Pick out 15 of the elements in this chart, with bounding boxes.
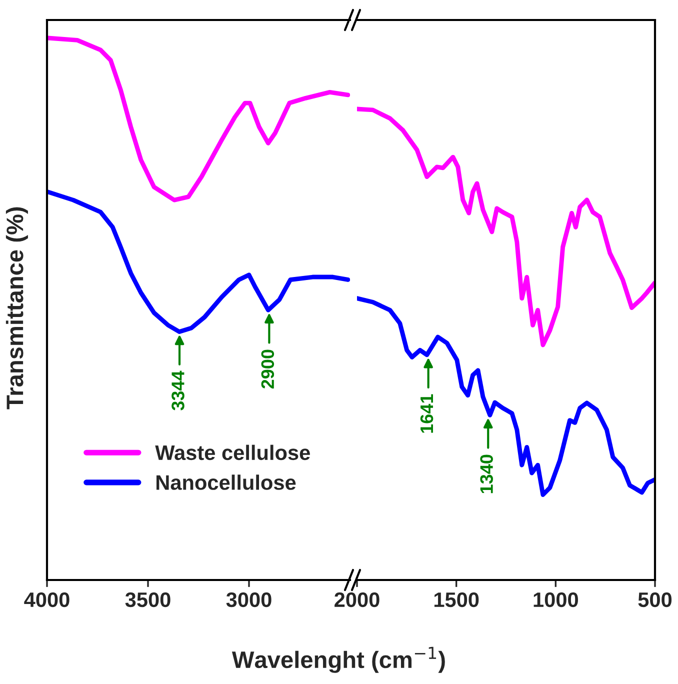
x-tick-label: 4000 <box>24 592 70 608</box>
legend-label: Nanocellulose <box>156 474 296 490</box>
x-tick-label: 500 <box>638 592 672 608</box>
x-tick-label: 1000 <box>534 592 578 608</box>
x-tick-label: 3500 <box>125 592 170 608</box>
annotation: 2900 <box>261 350 274 389</box>
annotation: 1641 <box>420 394 434 433</box>
annotation: 1340 <box>480 454 493 494</box>
annotation: 3344 <box>172 370 184 410</box>
x-tick-label: 2000 <box>334 592 380 608</box>
x-axis-title: Wavelenght (cm$^{−1}$) <box>232 646 445 673</box>
legend-label: Waste cellulose <box>155 444 310 460</box>
x-tick-label: 1500 <box>434 592 479 608</box>
x-tick-label: 3000 <box>226 592 272 608</box>
y-axis-title: Transmittance (%) <box>6 207 28 410</box>
